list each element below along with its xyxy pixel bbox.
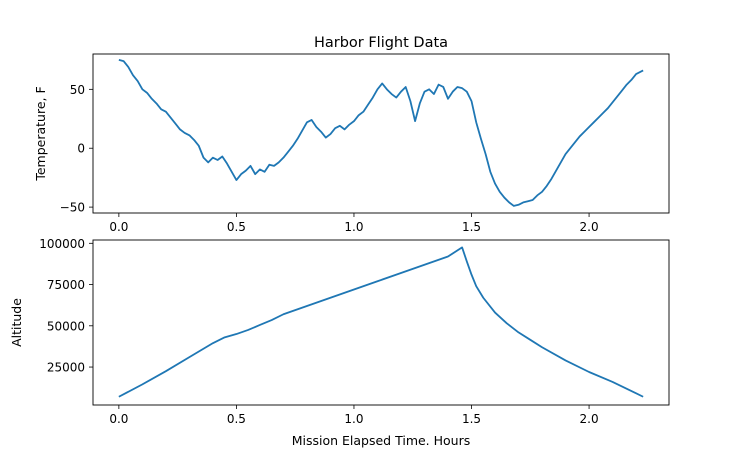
- altitude-series-line: [118, 246, 644, 398]
- altitude-x-tick-label: 0.0: [109, 412, 128, 426]
- altitude-y-tick-label: 100000: [39, 237, 85, 251]
- temperature-y-axis-label: Temperature, F: [33, 86, 48, 181]
- temperature-axes-frame: [92, 53, 670, 214]
- temperature-x-tick-label: 1.5: [462, 220, 481, 234]
- temperature-x-tick-label: 0.5: [227, 220, 246, 234]
- altitude-x-tick-label: 1.0: [344, 412, 363, 426]
- altitude-y-tick-label: 25000: [47, 361, 85, 375]
- temperature-x-tick-label: 2.0: [580, 220, 599, 234]
- altitude-y-tick-label: 75000: [47, 278, 85, 292]
- chart-title: Harbor Flight Data: [314, 35, 448, 51]
- temperature-y-tick-label: 50: [70, 83, 85, 97]
- temperature-panel: 0.0 0.5 1.0 1.5 2.0 −50 0 50 Harbor Flight Data…: [33, 35, 670, 234]
- altitude-y-tick-label: 50000: [47, 319, 85, 333]
- altitude-y-axis-label: Altitude: [9, 298, 24, 347]
- temperature-y-tick-label: 0: [77, 142, 85, 156]
- altitude-ticks: 0.0 0.5 1.0 1.5 2.0 25000 50000 75000 100000: [39, 237, 598, 426]
- altitude-x-tick-label: 0.5: [227, 412, 246, 426]
- altitude-x-tick-label: 2.0: [580, 412, 599, 426]
- temperature-ticks: 0.0 0.5 1.0 1.5 2.0 −50 0 50: [60, 83, 599, 234]
- altitude-axes-frame: [92, 239, 670, 406]
- temperature-series-line: [118, 59, 644, 207]
- altitude-x-axis-label: Mission Elapsed Time. Hours: [292, 433, 471, 448]
- altitude-x-tick-label: 1.5: [462, 412, 481, 426]
- altitude-panel: 0.0 0.5 1.0 1.5 2.0 25000 50000 75000 100000 Mis…: [9, 237, 670, 448]
- temperature-y-tick-label: −50: [60, 201, 85, 215]
- temperature-x-tick-label: 1.0: [344, 220, 363, 234]
- temperature-x-tick-label: 0.0: [109, 220, 128, 234]
- temperature-plot-area: [93, 54, 669, 213]
- altitude-plot-area: [93, 240, 669, 405]
